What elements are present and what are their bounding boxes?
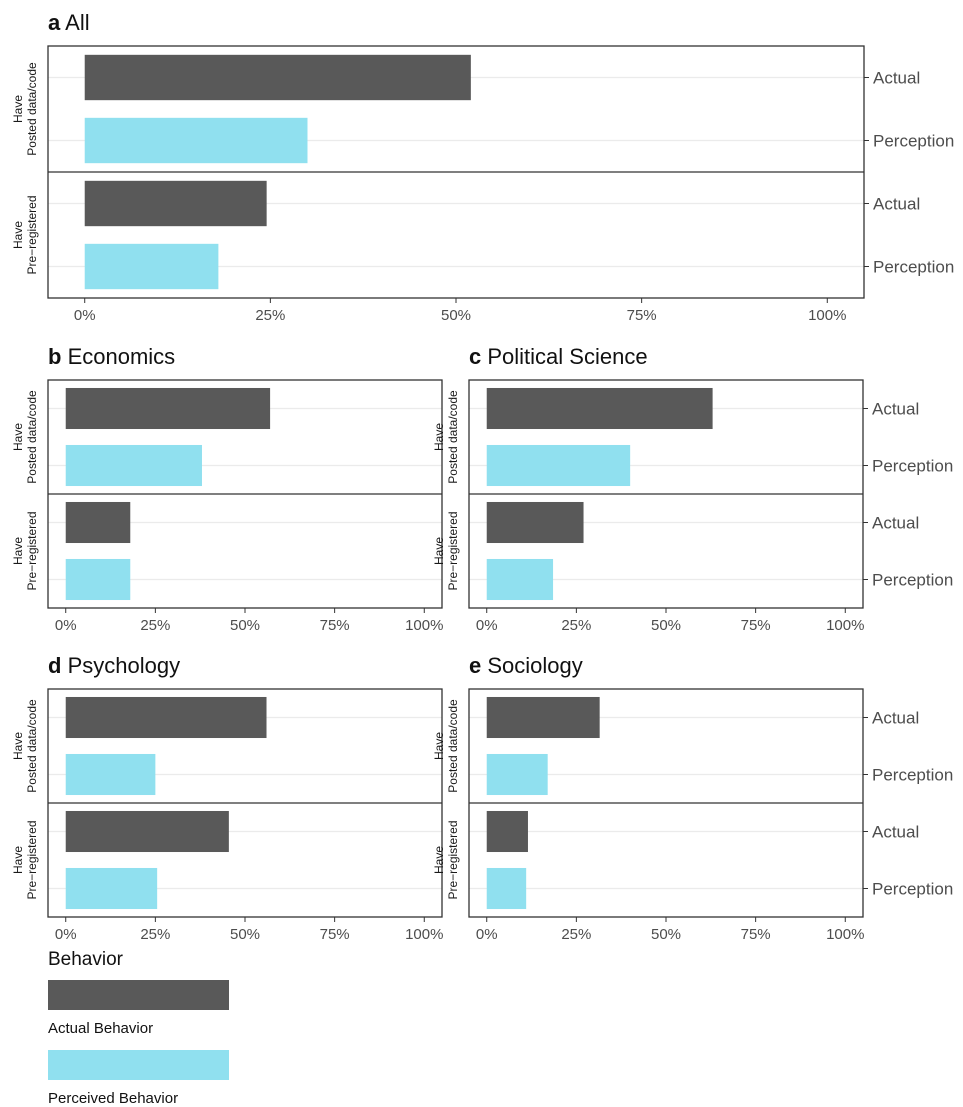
facet-label: HavePosted data/code	[432, 699, 460, 793]
x-tick-label: 100%	[808, 307, 846, 324]
facet-label: HavePre−registered	[432, 511, 460, 590]
x-tick-label: 50%	[230, 617, 260, 634]
bar-perception	[65, 444, 202, 487]
bar-actual	[486, 696, 600, 739]
panel-title-text: Psychology	[61, 653, 180, 678]
bar-actual	[486, 387, 713, 430]
x-tick-label: 50%	[651, 926, 681, 943]
bar-actual	[486, 501, 584, 544]
facet-label: HavePre−registered	[11, 195, 39, 274]
legend-key	[48, 1050, 229, 1080]
y-tick-label: Perception	[872, 880, 953, 899]
bar-actual	[84, 54, 471, 101]
panel-c: c Political Science HavePosted data/code A…	[432, 344, 953, 634]
bar-perception	[486, 867, 527, 910]
y-tick-label: Perception	[873, 132, 954, 151]
bar-perception	[486, 753, 548, 796]
legend: Behavior Actual Behavior Perceived Behavio…	[48, 949, 229, 1107]
bar-perception	[486, 444, 631, 487]
x-tick-label: 100%	[826, 617, 864, 634]
x-tick-label: 75%	[741, 617, 771, 634]
x-tick-label: 100%	[405, 617, 443, 634]
panel-title-text: All	[60, 10, 89, 35]
facet-label: HavePosted data/code	[11, 62, 39, 156]
facet-label: HavePosted data/code	[11, 390, 39, 484]
x-tick-label: 0%	[74, 307, 96, 324]
y-tick-label: Perception	[872, 766, 953, 785]
legend-key	[48, 980, 229, 1010]
bar-perception	[84, 117, 308, 164]
panel-b: b Economics HavePosted data/code HavePre−r…	[11, 344, 443, 634]
bar-perception	[84, 243, 219, 290]
x-tick-label: 50%	[441, 307, 471, 324]
x-tick-label: 25%	[561, 617, 591, 634]
x-tick-label: 25%	[140, 926, 170, 943]
panel-letter: a	[48, 10, 61, 35]
bar-actual	[486, 810, 528, 853]
y-tick-label: Perception	[873, 258, 954, 277]
facet-label: HavePosted data/code	[432, 390, 460, 484]
x-tick-label: 75%	[320, 926, 350, 943]
panel-a: a All HavePosted data/code Actual Perceptio…	[11, 10, 954, 324]
y-tick-label: Actual	[872, 709, 919, 728]
x-tick-label: 75%	[627, 307, 657, 324]
facet-label: HavePre−registered	[432, 820, 460, 899]
x-tick-label: 0%	[476, 617, 498, 634]
y-tick-label: Actual	[873, 69, 920, 88]
x-tick-label: 100%	[826, 926, 864, 943]
bar-actual	[65, 501, 131, 544]
bar-actual	[65, 696, 267, 739]
legend-label: Actual Behavior	[48, 1020, 153, 1037]
panel-title: c Political Science	[469, 344, 648, 369]
panel-letter: e	[469, 653, 481, 678]
x-tick-label: 75%	[741, 926, 771, 943]
panel-d: d Psychology HavePosted data/code HavePre−…	[11, 653, 443, 943]
x-tick-label: 0%	[476, 926, 498, 943]
panel-title-text: Sociology	[481, 653, 583, 678]
x-tick-label: 0%	[55, 926, 77, 943]
panel-title-text: Political Science	[481, 344, 647, 369]
x-tick-label: 25%	[140, 617, 170, 634]
bar-actual	[65, 810, 229, 853]
legend-label: Perceived Behavior	[48, 1090, 178, 1107]
panel-e: e Sociology HavePosted data/code Actual Per…	[432, 653, 953, 943]
bar-perception	[65, 867, 158, 910]
x-tick-label: 50%	[651, 617, 681, 634]
panel-letter: d	[48, 653, 61, 678]
x-tick-label: 100%	[405, 926, 443, 943]
panel-letter: b	[48, 344, 61, 369]
x-tick-label: 25%	[255, 307, 285, 324]
bar-perception	[65, 753, 156, 796]
facet-label: HavePre−registered	[11, 511, 39, 590]
bar-actual	[65, 387, 271, 430]
panel-letter: c	[469, 344, 481, 369]
y-tick-label: Actual	[873, 195, 920, 214]
x-tick-label: 25%	[561, 926, 591, 943]
y-tick-label: Actual	[872, 823, 919, 842]
panel-title: a All	[48, 10, 90, 35]
x-tick-label: 50%	[230, 926, 260, 943]
y-tick-label: Actual	[872, 400, 919, 419]
panel-title: d Psychology	[48, 653, 180, 678]
x-tick-label: 75%	[320, 617, 350, 634]
x-tick-label: 0%	[55, 617, 77, 634]
panel-title: e Sociology	[469, 653, 583, 678]
y-tick-label: Perception	[872, 571, 953, 590]
facet-label: HavePosted data/code	[11, 699, 39, 793]
y-tick-label: Actual	[872, 514, 919, 533]
panel-title-text: Economics	[61, 344, 175, 369]
panel-title: b Economics	[48, 344, 175, 369]
bar-actual	[84, 180, 267, 227]
facet-label: HavePre−registered	[11, 820, 39, 899]
legend-title: Behavior	[48, 949, 124, 970]
bar-perception	[486, 558, 554, 601]
y-tick-label: Perception	[872, 457, 953, 476]
bar-perception	[65, 558, 131, 601]
